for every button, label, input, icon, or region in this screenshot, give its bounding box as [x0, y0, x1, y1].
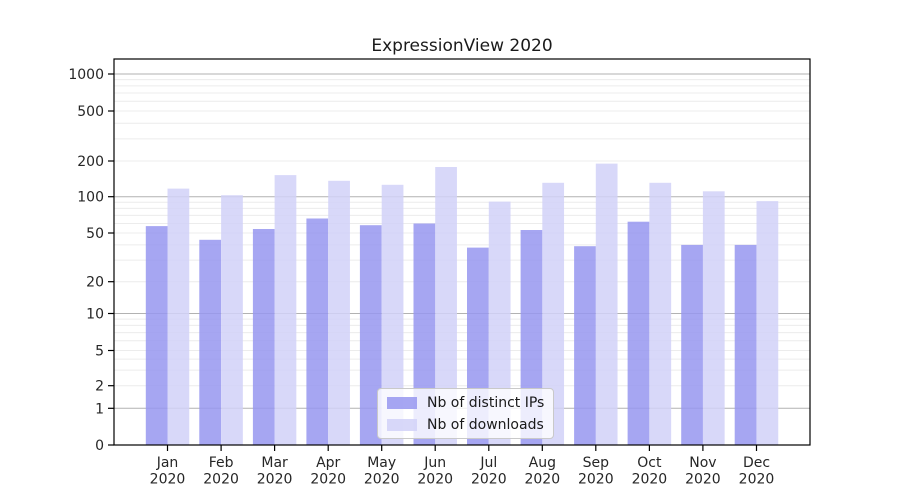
bar-distinct-ips-mar — [252, 229, 275, 445]
legend-swatch-downloads-icon — [387, 418, 417, 431]
y-tick-label-100: 100 — [77, 190, 104, 206]
bar-distinct-ips-jan — [145, 226, 168, 445]
x-tick-label-month-sep: Sep — [583, 455, 610, 471]
x-tick-label-month-oct: Oct — [637, 455, 662, 471]
y-tick-label-2: 2 — [95, 379, 104, 395]
bar-distinct-ips-dec — [734, 244, 757, 445]
x-tick-label-year-jul: 2020 — [471, 472, 507, 488]
y-tick-label-0: 0 — [95, 438, 104, 454]
bar-distinct-ips-nov — [681, 244, 703, 445]
y-tick-label-200: 200 — [77, 154, 104, 170]
x-tick-label-month-may: May — [367, 455, 396, 471]
x-tick-label-year-nov: 2020 — [685, 472, 721, 488]
bar-downloads-jul — [488, 201, 511, 445]
x-tick-label-month-aug: Aug — [529, 455, 556, 471]
bar-distinct-ips-may — [359, 225, 382, 445]
x-tick-label-year-sep: 2020 — [578, 472, 614, 488]
x-tick-label-month-nov: Nov — [689, 455, 716, 471]
bar-downloads-jan — [167, 188, 190, 445]
x-tick-label-month-dec: Dec — [743, 455, 770, 471]
x-tick-label-year-dec: 2020 — [739, 472, 775, 488]
legend-label-downloads: Nb of downloads — [427, 416, 544, 433]
x-tick-label-month-jul: Jul — [479, 455, 497, 471]
chart-title: ExpressionView 2020 — [371, 36, 553, 56]
bar-downloads-dec — [756, 201, 779, 445]
x-tick-label-year-apr: 2020 — [310, 472, 346, 488]
x-tick-label-month-feb: Feb — [209, 455, 234, 471]
y-tick-label-50: 50 — [86, 226, 104, 242]
bar-distinct-ips-sep — [574, 246, 596, 445]
plot-border — [113, 58, 811, 446]
y-tick-label-5: 5 — [95, 344, 104, 360]
y-tick-label-20: 20 — [86, 275, 104, 291]
bar-downloads-sep — [595, 163, 618, 445]
y-tick-label-500: 500 — [77, 104, 104, 120]
legend-label-distinct-ips: Nb of distinct IPs — [427, 394, 545, 411]
y-tick-label-1000: 1000 — [68, 67, 104, 83]
x-tick-label-month-mar: Mar — [261, 455, 288, 471]
bar-downloads-jun — [435, 167, 457, 445]
legend-item-downloads: Nb of downloads — [387, 415, 544, 434]
x-tick-label-year-oct: 2020 — [632, 472, 668, 488]
x-tick-label-year-feb: 2020 — [203, 472, 239, 488]
bar-distinct-ips-apr — [306, 218, 329, 445]
x-tick-label-year-may: 2020 — [364, 472, 400, 488]
x-tick-label-month-apr: Apr — [316, 455, 340, 471]
bar-downloads-feb — [221, 195, 243, 445]
legend-swatch-distinct-ips-icon — [387, 396, 417, 409]
x-tick-label-year-jan: 2020 — [150, 472, 186, 488]
x-tick-label-year-aug: 2020 — [524, 472, 560, 488]
bar-downloads-aug — [542, 182, 565, 446]
bar-downloads-may — [381, 184, 404, 446]
legend-box: Nb of distinct IPs Nb of downloads — [377, 388, 555, 439]
bar-distinct-ips-oct — [627, 221, 650, 445]
x-tick-label-year-jun: 2020 — [417, 472, 453, 488]
bar-downloads-oct — [649, 182, 672, 446]
x-tick-label-year-mar: 2020 — [257, 472, 293, 488]
x-tick-label-month-jan: Jan — [156, 455, 179, 471]
bar-distinct-ips-feb — [199, 239, 222, 445]
y-tick-label-10: 10 — [86, 307, 104, 323]
bar-downloads-apr — [328, 180, 350, 446]
legend-item-distinct-ips: Nb of distinct IPs — [387, 393, 544, 412]
bar-downloads-nov — [702, 191, 725, 445]
x-tick-label-month-jun: Jun — [423, 455, 446, 471]
bar-downloads-mar — [274, 175, 297, 445]
y-tick-label-1: 1 — [95, 401, 104, 417]
